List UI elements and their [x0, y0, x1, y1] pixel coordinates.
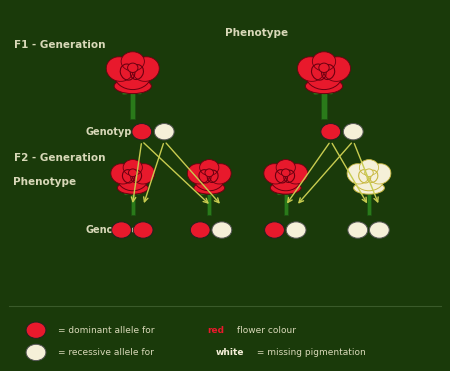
Text: = missing pigmentation: = missing pigmentation	[254, 348, 366, 357]
Ellipse shape	[324, 57, 351, 81]
Text: = dominant allele for: = dominant allele for	[58, 326, 158, 335]
Circle shape	[369, 222, 389, 238]
Ellipse shape	[134, 90, 142, 94]
Text: Phenotype: Phenotype	[225, 29, 288, 38]
Ellipse shape	[306, 79, 342, 93]
Ellipse shape	[111, 164, 133, 184]
Text: flower colour: flower colour	[234, 326, 296, 335]
Ellipse shape	[306, 59, 342, 89]
Ellipse shape	[194, 182, 225, 194]
Ellipse shape	[114, 79, 151, 93]
Ellipse shape	[121, 52, 144, 71]
Ellipse shape	[209, 164, 231, 184]
Text: Genotype: Genotype	[86, 225, 139, 235]
Ellipse shape	[276, 160, 295, 175]
Ellipse shape	[369, 164, 391, 184]
Ellipse shape	[287, 191, 293, 195]
Bar	[284, 194, 288, 215]
Ellipse shape	[354, 182, 384, 194]
Ellipse shape	[270, 165, 301, 191]
Text: red: red	[207, 326, 224, 335]
Text: Phenotype: Phenotype	[14, 177, 76, 187]
Text: F1 - Generation: F1 - Generation	[14, 40, 105, 49]
Circle shape	[26, 344, 46, 361]
Ellipse shape	[364, 169, 373, 177]
Circle shape	[286, 222, 306, 238]
Ellipse shape	[194, 165, 225, 191]
Ellipse shape	[128, 63, 138, 72]
Ellipse shape	[264, 164, 286, 184]
Circle shape	[343, 124, 363, 140]
Text: F2 - Generation: F2 - Generation	[14, 153, 105, 162]
Ellipse shape	[285, 164, 308, 184]
Circle shape	[154, 124, 174, 140]
Circle shape	[133, 222, 153, 238]
Ellipse shape	[134, 191, 140, 195]
Circle shape	[321, 124, 341, 140]
Ellipse shape	[347, 164, 369, 184]
Ellipse shape	[132, 164, 155, 184]
Ellipse shape	[277, 191, 284, 195]
Text: = recessive allele for: = recessive allele for	[58, 348, 157, 357]
Ellipse shape	[117, 165, 148, 191]
Ellipse shape	[354, 165, 384, 191]
Ellipse shape	[187, 164, 210, 184]
Ellipse shape	[314, 89, 322, 95]
Ellipse shape	[124, 191, 131, 195]
Ellipse shape	[106, 57, 133, 81]
Ellipse shape	[122, 89, 131, 95]
Bar	[207, 194, 211, 215]
Circle shape	[348, 222, 368, 238]
Ellipse shape	[325, 90, 333, 94]
Circle shape	[265, 222, 284, 238]
Ellipse shape	[132, 57, 159, 81]
Ellipse shape	[201, 191, 207, 195]
Ellipse shape	[319, 63, 329, 72]
Ellipse shape	[129, 169, 137, 177]
Text: Genotype: Genotype	[86, 127, 139, 137]
Ellipse shape	[123, 160, 142, 175]
Circle shape	[112, 222, 131, 238]
Ellipse shape	[114, 59, 151, 89]
Bar	[321, 93, 327, 119]
Text: white: white	[216, 348, 244, 357]
Ellipse shape	[282, 169, 290, 177]
Ellipse shape	[210, 191, 217, 195]
Ellipse shape	[270, 182, 301, 194]
Circle shape	[190, 222, 210, 238]
Ellipse shape	[297, 57, 324, 81]
Ellipse shape	[200, 160, 219, 175]
Ellipse shape	[205, 169, 214, 177]
Ellipse shape	[370, 191, 377, 195]
Circle shape	[212, 222, 232, 238]
Circle shape	[132, 124, 152, 140]
Ellipse shape	[312, 52, 336, 71]
Ellipse shape	[360, 191, 367, 195]
Ellipse shape	[360, 160, 378, 175]
Circle shape	[26, 322, 46, 338]
Bar	[130, 93, 135, 119]
Ellipse shape	[117, 182, 148, 194]
Bar	[367, 194, 371, 215]
Bar	[130, 194, 135, 215]
